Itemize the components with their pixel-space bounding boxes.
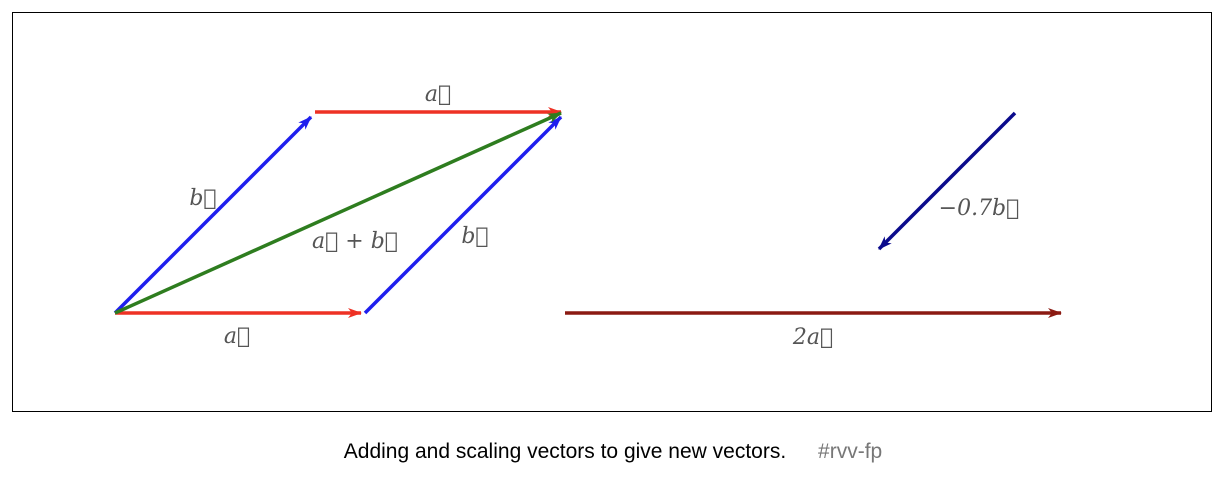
vector-figure: a⃗ b⃗ a⃗ + b⃗ b⃗ a⃗ −0.7b⃗ 2a⃗: [12, 12, 1212, 412]
label-b-right: b⃗: [461, 224, 488, 249]
label-2a: 2a⃗: [792, 325, 833, 350]
figure-caption: Adding and scaling vectors to give new v…: [0, 440, 1226, 464]
label-neg-0-7-b: −0.7b⃗: [939, 196, 1020, 221]
vector-b-left: [113, 115, 313, 315]
vector-b-right: [363, 115, 563, 315]
caption-text: Adding and scaling vectors to give new v…: [343, 440, 787, 463]
label-a-plus-b: a⃗ + b⃗: [312, 229, 398, 254]
caption-tag[interactable]: #rvv-fp: [818, 440, 883, 463]
label-a-top: a⃗: [425, 82, 451, 107]
vector-a-plus-b: [114, 111, 562, 315]
label-a-bottom: a⃗: [224, 324, 250, 349]
vector-neg-0-7-b: [877, 111, 1017, 251]
label-b-left: b⃗: [189, 186, 216, 211]
vector-diagram: a⃗ b⃗ a⃗ + b⃗ b⃗ a⃗ −0.7b⃗ 2a⃗: [113, 82, 1062, 350]
